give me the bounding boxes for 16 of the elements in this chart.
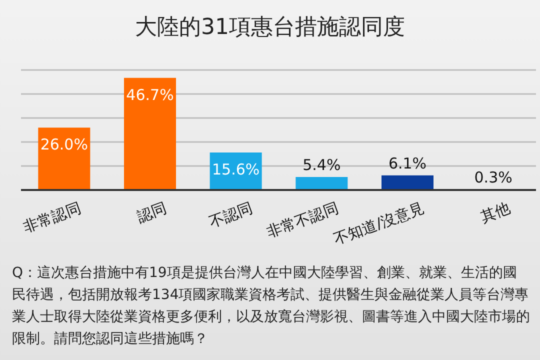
x-tick-label: 不認同 [206,198,255,232]
bar [382,175,434,190]
data-label: 6.1% [388,154,427,172]
data-label: 26.0% [40,136,88,154]
bar [296,177,348,190]
data-label: 15.6% [212,160,260,179]
data-label: 5.4% [302,156,341,174]
bar [124,78,176,190]
x-tick-label: 非常認同 [20,198,84,236]
data-label: 46.7% [126,86,174,104]
x-tick-label: 其他 [478,198,512,226]
chart-title: 大陸的31項惠台措施認同度 [134,14,406,42]
data-label: 0.3% [474,168,512,186]
x-tick-label: 認同 [134,198,170,226]
bar [38,128,90,190]
text: Q：這次惠台措施中有19項是提供台灣人在中國大陸學習、創業、就業、生活的國民待遇，包括開放報考134項國家職業資格考試、提供醫生與金融從業人員等台灣專業人士取得大陸從業資格更多便利，以及放寬台灣影視、圖書等進入中國大陸市場的限制。請問您認同這些措施嗎？ [12,264,530,349]
